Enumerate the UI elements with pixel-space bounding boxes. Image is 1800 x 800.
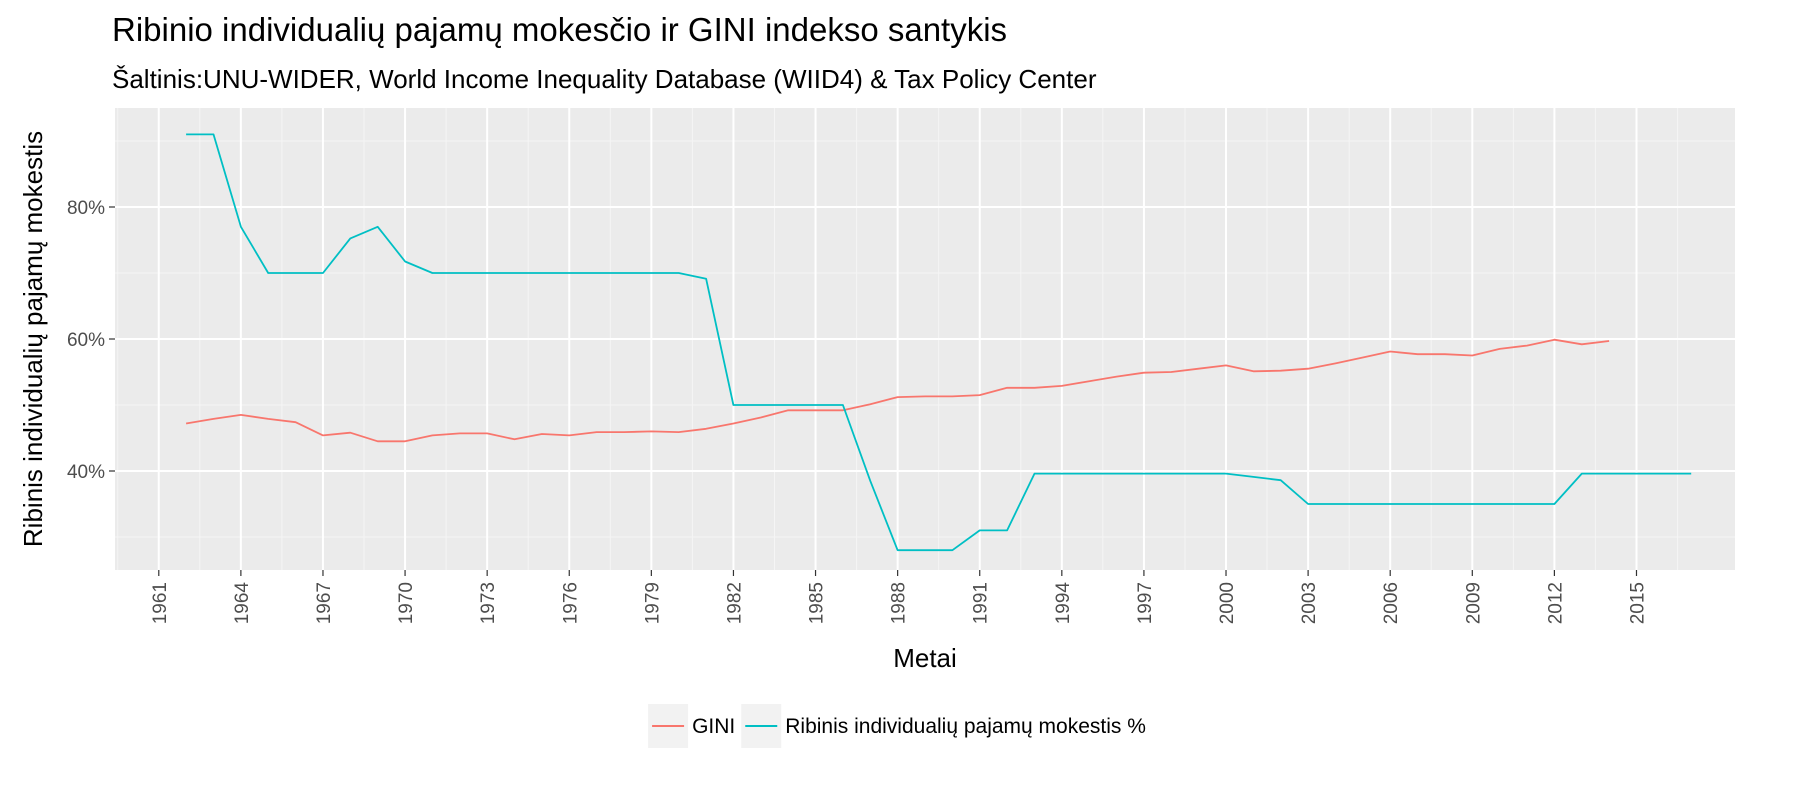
x-tick-label: 1991 [971,582,992,624]
legend-label: Ribinis individualių pajamų mokestis % [785,715,1146,738]
x-tick-label: 1979 [642,582,663,624]
x-tick-label: 1994 [1053,582,1074,625]
chart-subtitle: Šaltinis:UNU-WIDER, World Income Inequal… [112,64,1097,94]
series-line-tax-rate [186,133,1692,552]
x-axis: 1961 1964 1967 1970 1973 1976 1979 1982 1985 1988… [150,570,1648,625]
x-tick-label: 1961 [150,582,171,624]
series-layer [185,133,1692,552]
x-axis-title: Metai [893,643,957,673]
x-tick-label: 1967 [314,582,335,624]
x-tick-label: 2012 [1545,582,1566,624]
x-tick-label: 2009 [1463,582,1484,624]
x-tick-label: 1997 [1135,582,1156,624]
y-axis: 40% 60% 80% [67,198,115,483]
x-tick-label: 1988 [889,582,910,624]
legend: GINI Ribinis individualių pajamų mokestis… [648,704,1146,748]
y-tick-label: 80% [67,198,105,219]
y-tick-label: 60% [67,330,105,351]
chart-title: Ribinio individualių pajamų mokesčio ir … [112,11,1007,48]
y-axis-title: Ribinis individualių pajamų mokestis [18,131,48,547]
x-tick-label: 2000 [1217,582,1238,624]
x-tick-label: 1982 [724,582,745,624]
y-tick-label: 40% [67,462,105,483]
major-gridlines [115,108,1735,570]
x-tick-label: 1976 [560,582,581,624]
x-tick-label: 2015 [1627,582,1648,624]
x-tick-label: 2003 [1299,582,1320,624]
x-tick-label: 1970 [396,582,417,624]
x-tick-label: 1973 [478,582,499,624]
x-tick-label: 1985 [807,582,828,624]
x-tick-label: 2006 [1381,582,1402,624]
x-tick-label: 1964 [232,582,253,625]
series-line-gini [185,338,1610,443]
legend-label: GINI [692,715,735,738]
